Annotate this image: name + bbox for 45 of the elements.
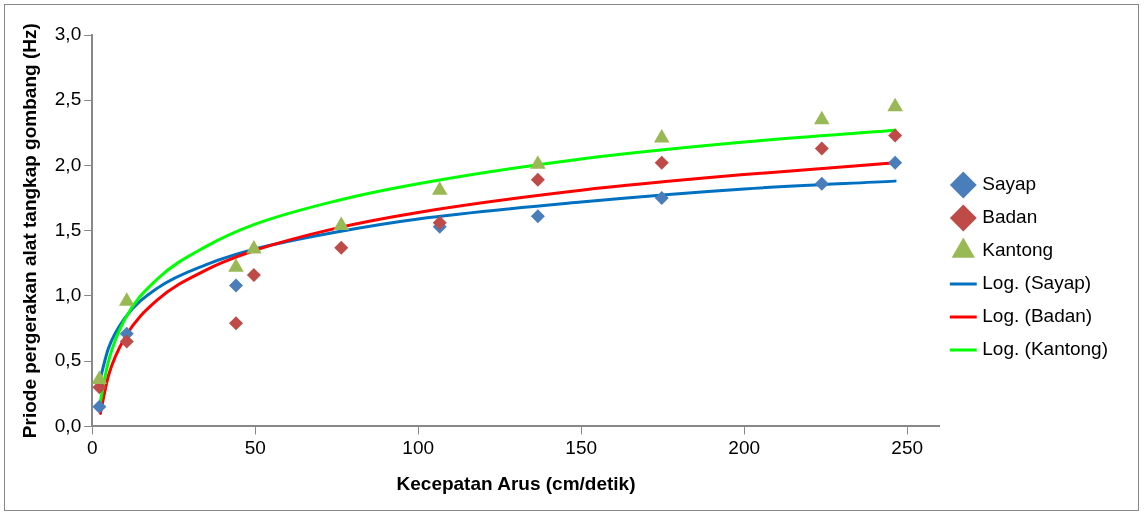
point (334, 240, 349, 255)
point (888, 155, 903, 170)
point (119, 334, 134, 349)
y-tick-label: 3,0 (54, 23, 82, 45)
point (654, 191, 669, 206)
point (118, 292, 135, 306)
point (888, 128, 903, 143)
x-tick-label: 100 (402, 437, 435, 459)
point (530, 209, 545, 224)
point (530, 155, 546, 169)
y-axis-title: Priode pergerakan alat tangkap gombang (Hz) (18, 23, 40, 439)
legend-label: Log. (Kantong) (982, 338, 1108, 360)
point (814, 176, 829, 191)
legend-label: Log. (Sayap) (982, 272, 1092, 294)
point (228, 278, 243, 293)
x-tick-label: 250 (891, 437, 924, 459)
point (92, 399, 107, 414)
x-tick-label: 200 (728, 437, 761, 459)
y-tick-label: 1,5 (54, 218, 82, 240)
point (887, 97, 903, 112)
y-tick-label: 1,0 (54, 284, 82, 306)
point (228, 258, 244, 272)
x-tick-label: 50 (244, 437, 266, 459)
point (333, 216, 350, 230)
y-tick-label: 2,5 (54, 88, 82, 110)
x-tick-label: 150 (565, 437, 598, 459)
legend-label: Badan (982, 206, 1038, 228)
y-tick-label: 0,0 (54, 414, 82, 436)
point (530, 172, 545, 187)
point (431, 181, 448, 195)
legend-label: Log. (Badan) (982, 305, 1093, 327)
point (246, 239, 262, 254)
point (228, 316, 243, 331)
point (814, 141, 829, 156)
x-tick-label: 0 (86, 437, 98, 459)
point (246, 268, 261, 283)
legend-label: Kantong (982, 239, 1054, 261)
point (432, 215, 447, 230)
point (654, 155, 669, 170)
y-tick-label: 2,0 (54, 153, 82, 175)
point (653, 129, 670, 143)
x-axis-title: Kecepatan Arus (cm/detik) (396, 472, 636, 494)
point (814, 110, 830, 125)
legend-label: Sayap (982, 173, 1037, 195)
y-tick-label: 0,5 (54, 349, 82, 371)
